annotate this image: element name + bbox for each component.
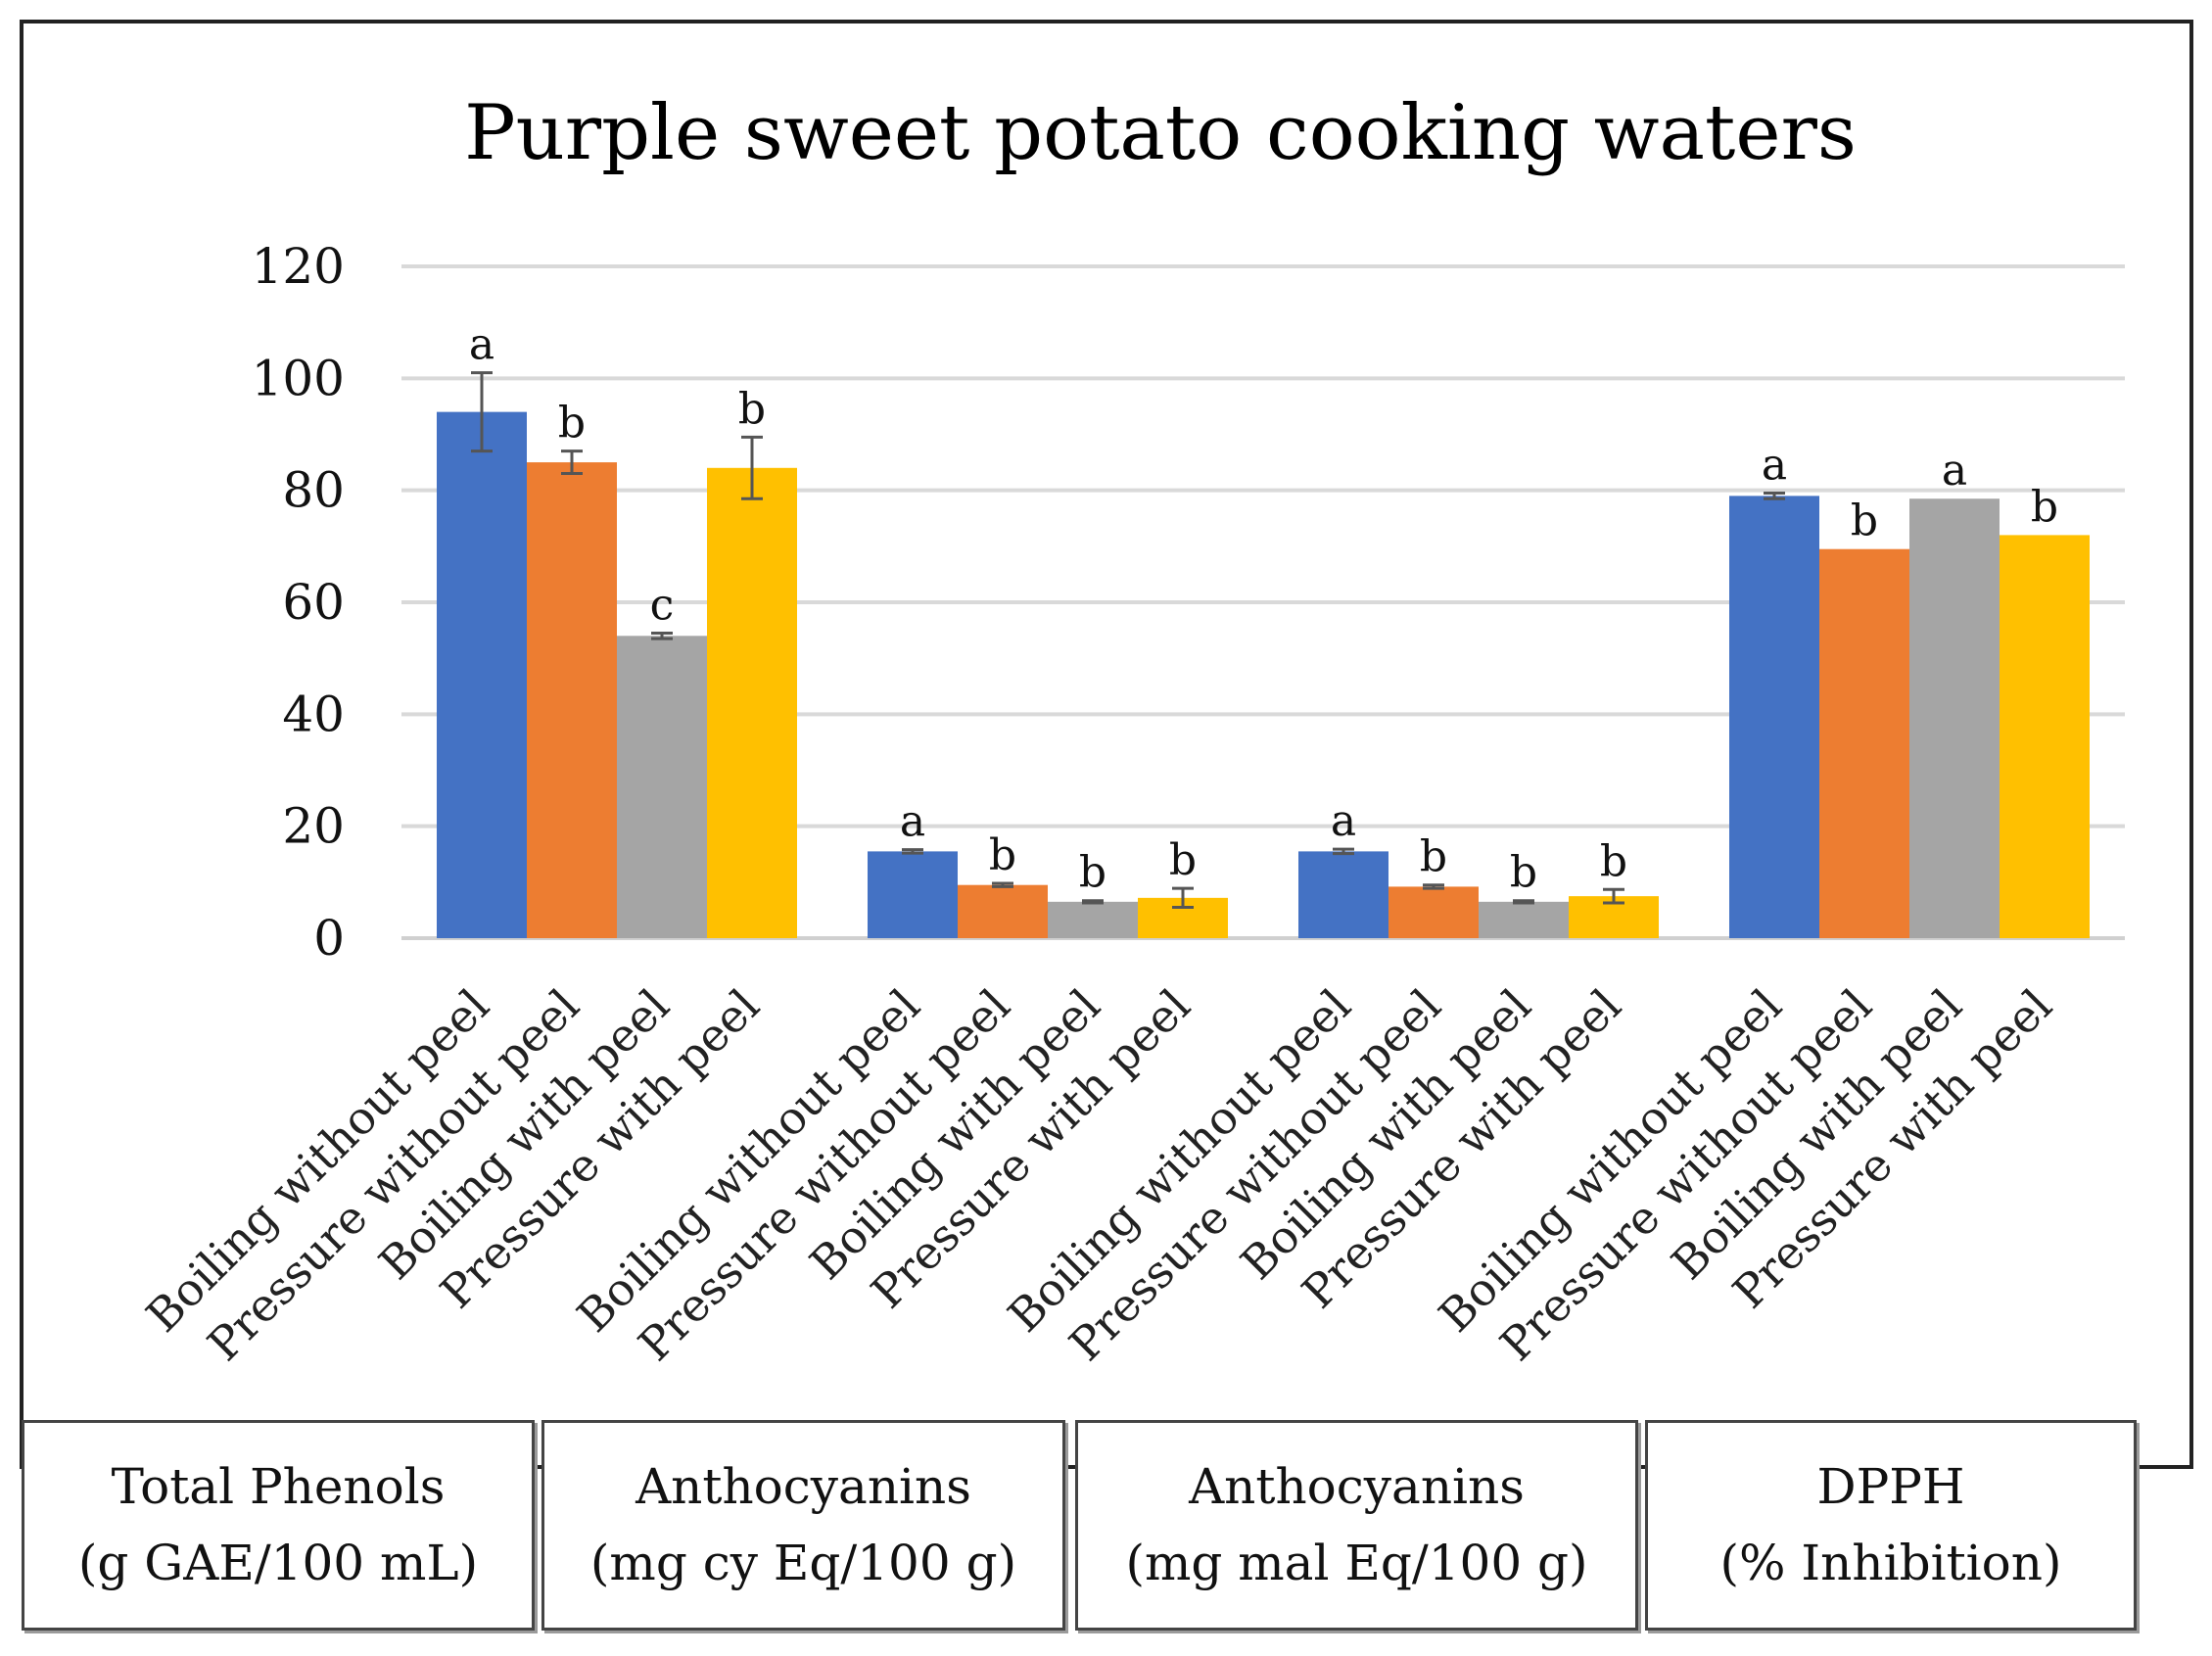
bar <box>2000 535 2090 938</box>
bar <box>958 884 1048 938</box>
group-label-dpph: DPPH (% Inhibition) <box>1645 1420 2137 1631</box>
significance-letter: a <box>1331 796 1356 846</box>
error-bar <box>1333 847 1354 856</box>
error-bar <box>561 449 583 476</box>
group-label-line2: (g GAE/100 mL) <box>77 1534 479 1591</box>
group-label-line2: (% Inhibition) <box>1719 1534 2062 1591</box>
error-bar <box>471 371 493 453</box>
chart-title: Purple sweet potato cooking waters <box>464 89 1857 177</box>
significance-letter: a <box>1942 446 1967 496</box>
error-bar <box>992 881 1013 888</box>
y-tick-label: 40 <box>282 686 345 742</box>
y-tick-label: 0 <box>313 910 345 967</box>
error-bar <box>1423 883 1444 890</box>
bar <box>1729 496 1819 938</box>
group-label-line1: Anthocyanins <box>635 1458 971 1515</box>
y-tick-label: 60 <box>282 574 345 631</box>
bar <box>1298 851 1388 938</box>
significance-letter: b <box>1169 835 1197 885</box>
significance-letter: b <box>1851 497 1878 546</box>
error-bar <box>1764 492 1785 500</box>
x-tick-label: Pressure without peel <box>198 979 589 1371</box>
significance-letter: a <box>1762 441 1787 491</box>
significance-letter: a <box>469 320 494 370</box>
error-bar <box>651 631 673 640</box>
group-label-line1: Anthocyanins <box>1189 1458 1525 1515</box>
group-label-line1: Total Phenols <box>111 1458 446 1515</box>
y-tick-label: 80 <box>282 462 345 519</box>
bar <box>707 467 797 938</box>
significance-letter: b <box>1600 836 1627 886</box>
bar <box>1388 886 1479 938</box>
bar <box>617 636 707 938</box>
error-bar <box>1082 899 1104 905</box>
group-label-line2: (mg cy Eq/100 g) <box>589 1534 1017 1591</box>
bar <box>1479 901 1569 938</box>
bar <box>868 851 958 938</box>
group-label-line2: (mg mal Eq/100 g) <box>1125 1534 1588 1591</box>
error-bar <box>902 848 923 855</box>
significance-letter: b <box>2031 482 2058 532</box>
y-tick-label: 100 <box>252 350 345 406</box>
bar <box>1048 901 1138 938</box>
significance-letter: b <box>558 399 586 449</box>
bar <box>437 411 527 939</box>
bar <box>527 462 617 938</box>
significance-letter: b <box>989 830 1016 880</box>
group-label-line1: DPPH <box>1816 1458 1965 1515</box>
group-label-anthocyanins-cy: Anthocyanins (mg cy Eq/100 g) <box>541 1420 1065 1631</box>
error-bar <box>1172 886 1194 910</box>
error-bar <box>1603 887 1624 905</box>
group-label-total-phenols: Total Phenols (g GAE/100 mL) <box>22 1420 535 1631</box>
significance-letter: b <box>1079 848 1106 898</box>
error-bar <box>741 435 763 500</box>
group-label-anthocyanins-mal: Anthocyanins (mg mal Eq/100 g) <box>1075 1420 1638 1631</box>
bar <box>1819 548 1909 938</box>
bar <box>1909 498 2000 938</box>
significance-letter: c <box>650 580 675 630</box>
significance-letter: a <box>900 797 925 847</box>
error-bar <box>1513 899 1534 905</box>
y-tick-label: 20 <box>282 798 345 855</box>
y-tick-label: 120 <box>252 238 345 295</box>
significance-letter: b <box>1510 848 1537 898</box>
significance-letter: b <box>738 384 766 434</box>
significance-letter: b <box>1420 832 1447 882</box>
